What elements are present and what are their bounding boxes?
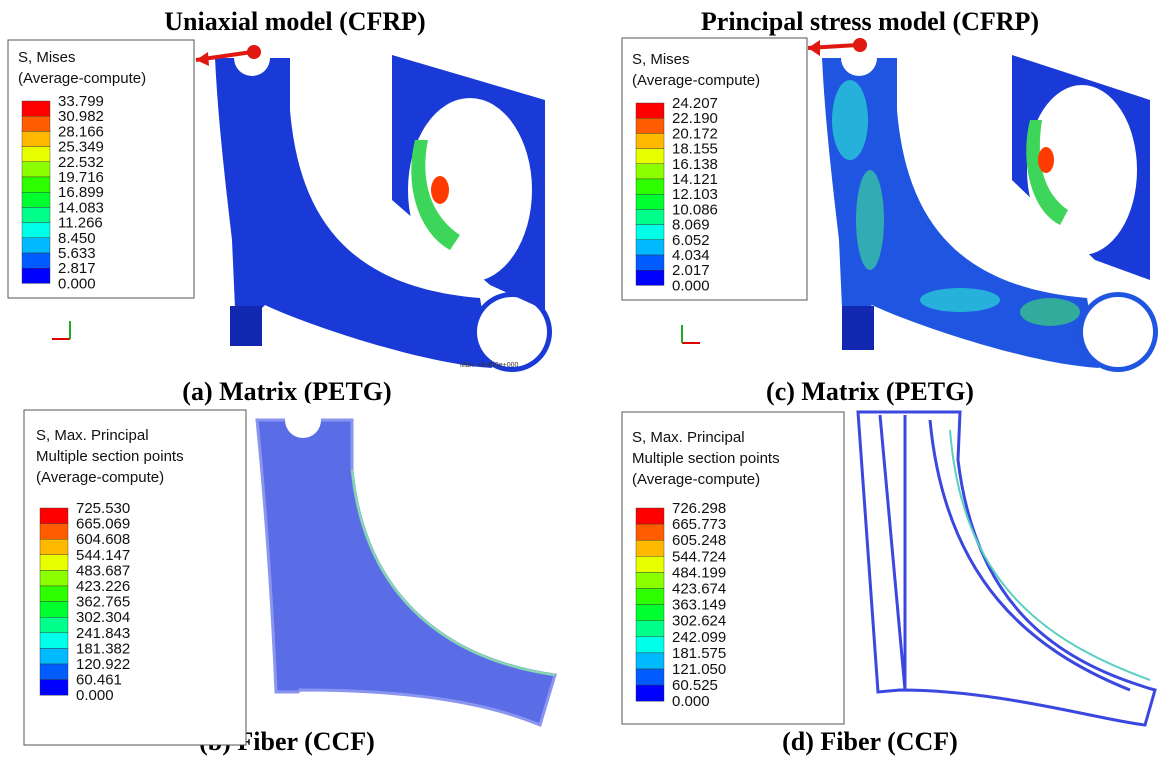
legend-swatch	[22, 101, 50, 116]
legend-swatch	[636, 103, 664, 118]
legend-value: 0.000	[76, 687, 114, 704]
legend-swatch	[636, 556, 664, 572]
column-title: Uniaxial model (CFRP)	[164, 7, 425, 36]
legend-swatch	[40, 664, 68, 680]
legend-value: 484.199	[672, 564, 726, 581]
legend-swatch	[636, 118, 664, 133]
legend-value: 362.765	[76, 594, 130, 611]
legend-value: 726.298	[672, 500, 726, 517]
legend-value: 242.099	[672, 629, 726, 646]
model-b	[257, 402, 555, 725]
legend-title: S, Mises	[18, 49, 76, 66]
legend-value: 181.575	[672, 645, 726, 662]
legend-value: 605.248	[672, 532, 726, 549]
legend-swatch	[40, 570, 68, 586]
legend-swatch	[40, 524, 68, 540]
legend-value: 302.624	[672, 613, 726, 630]
legend-value: 60.461	[76, 672, 122, 689]
legend-title: S, Max. Principal	[36, 427, 149, 444]
legend-swatch	[636, 685, 664, 701]
legend-swatch	[22, 268, 50, 283]
legend-swatch	[636, 209, 664, 224]
legend-swatch	[636, 194, 664, 209]
legend-swatch	[636, 653, 664, 669]
panel-caption: (a) Matrix (PETG)	[182, 377, 391, 406]
legend-title: (Average-compute)	[632, 72, 760, 89]
legend-value: 121.050	[672, 661, 726, 678]
legend-swatch	[22, 162, 50, 177]
legend-swatch	[40, 555, 68, 571]
figure: Uniaxial model (CFRP) Principal stress m…	[0, 0, 1160, 758]
legend-swatch	[636, 508, 664, 524]
legend-swatch	[22, 207, 50, 222]
legend-value: 302.304	[76, 609, 130, 626]
legend-value: 181.382	[76, 640, 130, 657]
legend-swatch	[636, 589, 664, 605]
legend-swatch	[40, 633, 68, 649]
legend-swatch	[636, 179, 664, 194]
legend-value: 120.922	[76, 656, 130, 673]
legend-value: 725.530	[76, 500, 130, 517]
legend-title: S, Max. Principal	[632, 429, 745, 446]
max-annotation: Max: +8.450e+000	[460, 362, 518, 369]
legend-swatch	[40, 508, 68, 524]
legend-title: (Average-compute)	[36, 469, 164, 486]
legend-swatch	[22, 253, 50, 268]
legend-swatch	[636, 605, 664, 621]
legend-swatch	[636, 240, 664, 255]
legend-value: 423.674	[672, 581, 726, 598]
legend-value: 544.724	[672, 548, 726, 565]
legend-swatch	[40, 680, 68, 696]
legend-value: 0.000	[58, 275, 96, 292]
legend-swatch	[636, 621, 664, 637]
legend-value: 665.069	[76, 516, 130, 533]
legend-swatch	[636, 669, 664, 685]
legend-swatch	[22, 238, 50, 253]
legend-swatch	[636, 524, 664, 540]
panel-caption: (c) Matrix (PETG)	[766, 377, 974, 406]
legend-swatch	[22, 177, 50, 192]
legend-swatch	[40, 586, 68, 602]
legend-value: 604.608	[76, 531, 130, 548]
legend-swatch	[636, 270, 664, 285]
legend-value: 423.226	[76, 578, 130, 595]
legend-value: 665.773	[672, 516, 726, 533]
legend-swatch	[22, 147, 50, 162]
legend-swatch	[22, 223, 50, 238]
legend-value: 544.147	[76, 547, 130, 564]
legend-swatch	[40, 648, 68, 664]
legend-swatch	[636, 255, 664, 270]
panel-caption: (d) Fiber (CCF)	[782, 727, 958, 756]
legend-swatch	[40, 539, 68, 555]
legend-swatch	[636, 637, 664, 653]
legend-swatch	[636, 149, 664, 164]
legend-title: (Average-compute)	[632, 471, 760, 488]
legend-swatch	[22, 131, 50, 146]
column-title: Principal stress model (CFRP)	[701, 7, 1039, 36]
legend-swatch	[636, 133, 664, 148]
legend-swatch	[636, 164, 664, 179]
legend-swatch	[22, 192, 50, 207]
legend-value: 241.843	[76, 625, 130, 642]
legend-title: Multiple section points	[632, 450, 780, 467]
legend-value: 0.000	[672, 277, 710, 294]
legend-value: 483.687	[76, 562, 130, 579]
legend-title: Multiple section points	[36, 448, 184, 465]
legend-title: S, Mises	[632, 51, 690, 68]
legend-swatch	[22, 116, 50, 131]
legend-title: (Average-compute)	[18, 70, 146, 87]
legend-value: 363.149	[672, 597, 726, 614]
legend-swatch	[636, 572, 664, 588]
model-d	[858, 412, 1155, 725]
legend-swatch	[636, 225, 664, 240]
legend-value: 60.525	[672, 677, 718, 694]
legend-value: 0.000	[672, 693, 710, 710]
legend-swatch	[40, 617, 68, 633]
legend-swatch	[40, 602, 68, 618]
legend-swatch	[636, 540, 664, 556]
